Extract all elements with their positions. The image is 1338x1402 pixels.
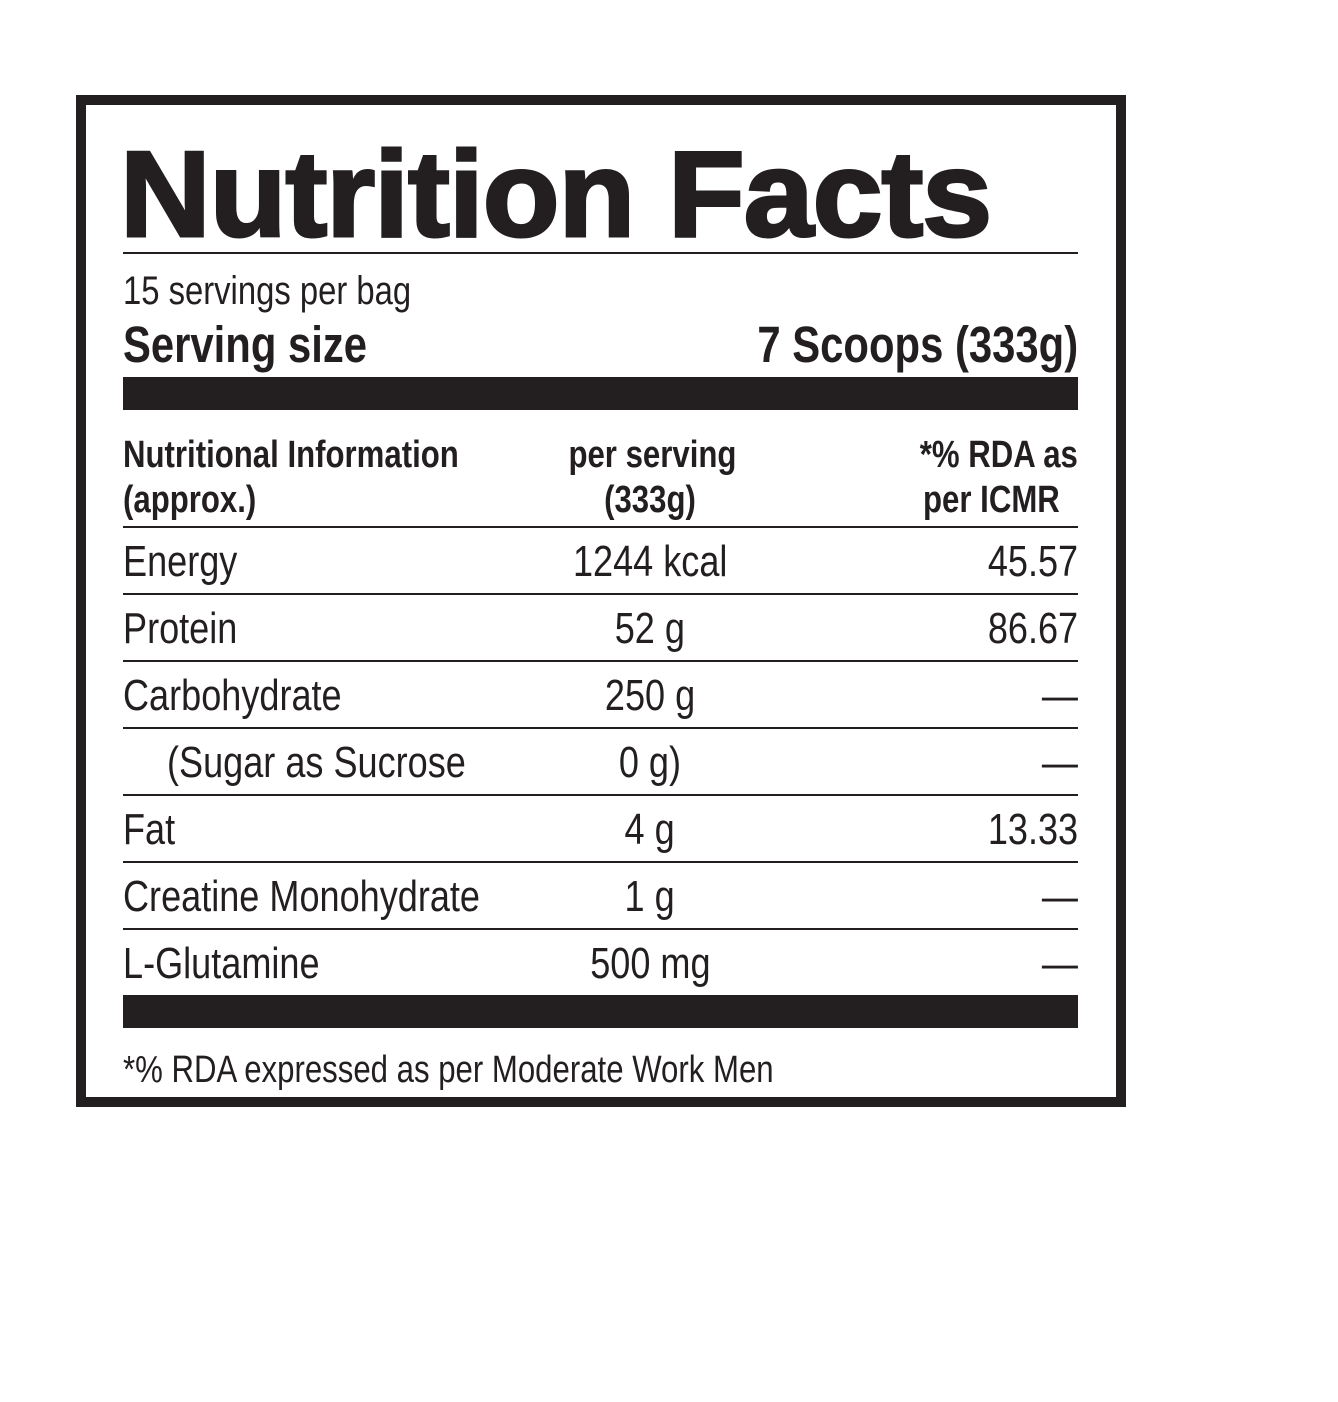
nutrient-name: Creatine Monohydrate [123,872,480,921]
nutrient-name: Energy [123,537,238,586]
row-divider [123,928,1078,930]
table-row: Energy 1244 kcal 45.57 [123,528,1078,595]
table-row: Fat 4 g 13.33 [123,796,1078,863]
nutrient-amount: 250 g [604,671,696,720]
nutrient-rda: 13.33 [987,805,1078,854]
servings-per-container: 15 servings per bag [123,269,412,313]
row-divider [123,593,1078,595]
row-divider [123,861,1078,863]
footnote: *% RDA expressed as per Moderate Work Me… [123,1049,774,1091]
nutrient-rda: 86.67 [987,604,1078,653]
table-row: Protein 52 g 86.67 [123,595,1078,662]
nutrient-amount: 4 g [624,805,676,854]
nutrient-amount: 1244 kcal [572,537,728,586]
header-rda-sub: per ICMR [923,479,1060,521]
nutrient-amount: 52 g [614,604,686,653]
serving-size: Serving size 7 Scoops (333g) [123,319,1078,370]
nutrient-rda: — [1041,671,1078,720]
table-row: L-Glutamine 500 mg — [123,930,1078,997]
nutrient-rda: 45.57 [987,537,1078,586]
nutrient-rda: — [1041,738,1078,787]
nutrient-rda: — [1041,939,1078,988]
divider [123,252,1078,254]
header-rda: *% RDA as [919,434,1078,476]
row-divider [123,526,1078,528]
table-row: (Sugar as Sucrose 0 g) — [123,729,1078,796]
thick-divider [123,377,1078,410]
row-divider [123,660,1078,662]
nutrient-amount: 0 g) [618,738,682,787]
nutrient-name: Protein [123,604,238,653]
header-per-serving: per serving [568,434,737,476]
serving-size-value: 7 Scoops (333g) [757,316,1078,373]
header-per-serving-sub: (333g) [604,479,696,521]
row-divider [123,794,1078,796]
nutrition-facts-label: Nutrition Facts 15 servings per bag Serv… [76,95,1126,1107]
nutrient-amount: 500 mg [589,939,711,988]
table-row: Carbohydrate 250 g — [123,662,1078,729]
nutrient-name: L-Glutamine [123,939,320,988]
nutrient-name: (Sugar as Sucrose [167,738,466,787]
nutrient-rda: — [1041,872,1078,921]
nutrient-name: Carbohydrate [123,671,342,720]
nutrient-amount: 1 g [624,872,676,921]
title: Nutrition Facts [118,126,993,262]
thick-divider [123,995,1078,1028]
nutrient-name: Fat [123,805,176,854]
row-divider [123,727,1078,729]
header-nutrient-sub: (approx.) [123,479,257,521]
table-row: Creatine Monohydrate 1 g — [123,863,1078,930]
serving-size-label: Serving size [123,316,368,373]
header-nutrient: Nutritional Information [123,434,459,476]
